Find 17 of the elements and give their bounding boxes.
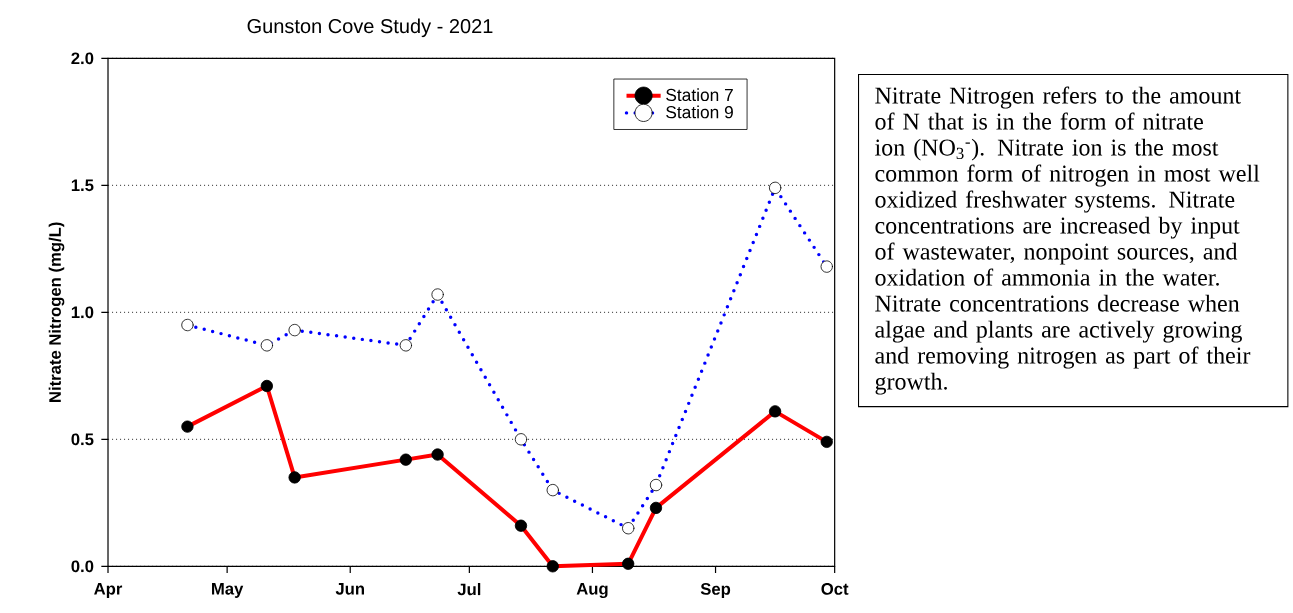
x-tick-label: Aug bbox=[576, 583, 608, 599]
chart-title: Gunston Cove Study - 2021 bbox=[247, 18, 493, 38]
x-tick-label: Sep bbox=[700, 583, 731, 599]
x-tick-label: May bbox=[212, 583, 244, 598]
legend-label: Station 7 bbox=[666, 88, 733, 102]
x-tick-label: Apr bbox=[94, 583, 123, 598]
text: Nitrate Nitrogen refers to the amount of N that is in the form of nitrate ion (NO$_{3}$$^{-}$). Nitrate ion is the most common form of nitrogen in most well oxidized freshwater systems. Nitrate concentrations are increased by input of wastewater, nonpoint sources, and oxidation of ammonia in the water. Nitrate concentrations decrease when algae and plants are actively growing and removing nitrogen as part of their growth. bbox=[875, 86, 1260, 395]
y-tick-label: 2.0 bbox=[71, 52, 94, 65]
y-tick-label: 0.5 bbox=[71, 433, 94, 446]
x-tick-label: Oct bbox=[821, 583, 849, 595]
legend-label: Station 9 bbox=[666, 105, 733, 119]
y-tick-label: 1.0 bbox=[71, 306, 94, 319]
y-axis-title: Nitrate Nitrogen (mg/L) bbox=[48, 222, 65, 402]
y-tick-label: 1.5 bbox=[71, 179, 94, 192]
x-tick-label: Jun bbox=[335, 583, 364, 595]
x-tick-label: Jul bbox=[457, 583, 481, 596]
y-tick-label: 0.0 bbox=[71, 560, 94, 573]
